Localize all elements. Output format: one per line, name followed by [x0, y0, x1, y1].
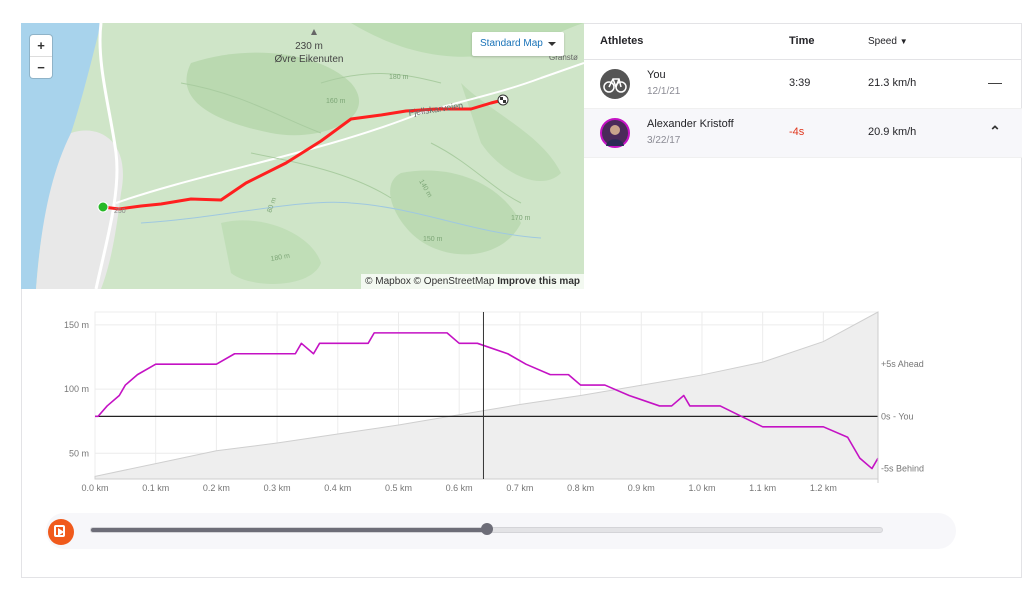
map-attribution: © Mapbox © OpenStreetMap Improve this ma… — [361, 274, 584, 289]
contour-label: 180 m — [389, 74, 409, 81]
athlete-name[interactable]: Alexander Kristoff — [647, 118, 734, 130]
play-icon — [54, 525, 65, 537]
x-tick-label: 0.0 km — [81, 483, 108, 493]
osm-link[interactable]: © OpenStreetMap — [413, 276, 495, 287]
map-style-dropdown[interactable]: Standard Map — [472, 32, 564, 56]
x-tick-label: 1.1 km — [749, 483, 776, 493]
contour-label: 170 m — [511, 215, 531, 222]
table-row[interactable]: You 12/1/21 3:39 21.3 km/h — — [584, 60, 1022, 109]
zoom-controls: + − — [30, 35, 52, 78]
athletes-header: Athletes — [600, 35, 644, 47]
improve-map-link[interactable]: Improve this map — [497, 276, 580, 287]
table-row[interactable]: Alexander Kristoff 3/22/17 -4s 20.9 km/h… — [584, 109, 1022, 158]
x-tick-label: 0.7 km — [506, 483, 533, 493]
playback-progress — [91, 528, 487, 532]
route-map[interactable]: 230 m Øvre Eikenuten Fjellskarveien Gran… — [21, 23, 584, 289]
x-tick-label: 1.2 km — [810, 483, 837, 493]
playback-bar — [46, 513, 956, 549]
x-tick-label: 1.0 km — [688, 483, 715, 493]
peak-name-label: Øvre Eikenuten — [275, 54, 344, 65]
effort-speed: 20.9 km/h — [868, 126, 917, 138]
route-line — [101, 98, 505, 211]
x-tick-label: 0.1 km — [142, 483, 169, 493]
place-label: Granstø — [549, 53, 578, 62]
time-gap: -4s — [789, 126, 805, 138]
map-canvas: 230 m Øvre Eikenuten Fjellskarveien Gran… — [21, 23, 584, 289]
zoom-out-button[interactable]: − — [30, 56, 52, 78]
left-y-tick-label: 50 m — [69, 448, 89, 458]
contour-label: 180 m — [270, 253, 291, 263]
playback-handle[interactable] — [480, 523, 493, 535]
athlete-name: You — [647, 69, 666, 81]
map-style-label: Standard Map — [480, 38, 543, 49]
play-button[interactable] — [48, 519, 74, 545]
contour-label: 80 m — [266, 197, 278, 214]
playback-slider[interactable] — [90, 523, 883, 535]
x-tick-label: 0.8 km — [567, 483, 594, 493]
x-tick-label: 0.9 km — [628, 483, 655, 493]
start-marker — [97, 201, 109, 213]
caret-down-icon — [548, 42, 556, 46]
table-header: Athletes Time Speed ▼ — [584, 23, 1022, 60]
effort-date: 3/22/17 — [647, 135, 681, 146]
peak-marker — [311, 29, 317, 35]
effort-speed: 21.3 km/h — [868, 77, 917, 89]
athletes-table: Athletes Time Speed ▼ You 12/1/21 3:39 2… — [584, 23, 1022, 289]
right-y-tick-label: 0s - You — [881, 411, 914, 421]
right-y-tick-label: -5s Behind — [881, 464, 924, 474]
finish-marker — [497, 94, 509, 106]
start-marker-label: 250 — [114, 208, 126, 215]
speed-sort-header[interactable]: Speed ▼ — [868, 36, 908, 47]
effort-date: 12/1/21 — [647, 86, 681, 97]
mapbox-link[interactable]: © Mapbox — [365, 276, 411, 287]
effort-time: 3:39 — [789, 77, 811, 89]
time-gap-line — [95, 332, 879, 470]
chevron-up-icon[interactable]: ⌃ — [989, 123, 1001, 139]
right-y-tick-label: +5s Ahead — [881, 359, 924, 369]
time-header: Time — [789, 35, 815, 47]
x-tick-label: 0.6 km — [446, 483, 473, 493]
profile-photo[interactable] — [600, 118, 630, 148]
x-tick-label: 0.5 km — [385, 483, 412, 493]
zoom-in-button[interactable]: + — [37, 38, 45, 53]
elevation-time-chart[interactable]: 150 m 100 m 50 m +5s Ahead 0s - You -5s Behin… — [21, 300, 1021, 495]
bicycle-icon — [600, 69, 630, 99]
elevation-area — [94, 311, 879, 480]
contour-label: 150 m — [423, 236, 443, 243]
x-tick-label: 0.3 km — [264, 483, 291, 493]
left-y-tick-label: 150 m — [64, 320, 89, 330]
remove-compare-icon[interactable]: — — [988, 74, 1002, 90]
x-tick-label: 0.4 km — [324, 483, 351, 493]
left-y-tick-label: 100 m — [64, 384, 89, 394]
x-tick-label: 0.2 km — [203, 483, 230, 493]
contour-label: 160 m — [326, 98, 346, 105]
peak-elevation-label: 230 m — [295, 41, 323, 52]
